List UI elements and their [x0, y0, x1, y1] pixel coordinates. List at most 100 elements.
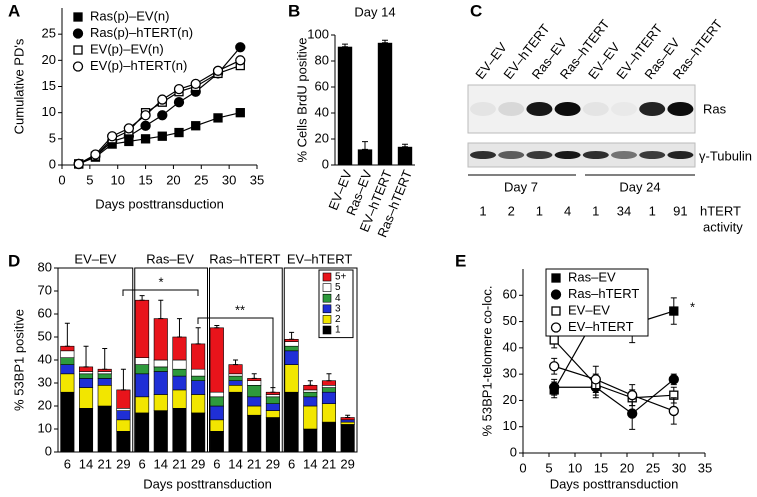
error-bar	[402, 143, 408, 148]
bar-segment	[284, 345, 299, 352]
bar-segment	[303, 389, 318, 393]
band	[582, 151, 609, 159]
bar-segment	[247, 380, 262, 386]
bar-segment	[247, 396, 262, 407]
series-line	[553, 339, 674, 399]
bar-segment	[79, 407, 94, 453]
x-tick-label: 25	[194, 172, 208, 187]
x-tick-label: 21	[322, 456, 336, 471]
bar-segment	[191, 368, 206, 377]
x-axis-label: Days posttransduction	[143, 476, 272, 491]
legend-label: EV–EV	[568, 302, 610, 317]
bar-segment	[116, 407, 131, 411]
bar-segment	[209, 430, 224, 453]
marker	[590, 374, 601, 385]
x-tick-label: 5	[86, 172, 93, 187]
bar-segment	[228, 373, 243, 377]
bar-segment	[284, 350, 299, 365]
bar-segment	[79, 378, 94, 388]
chart-title: Day 14	[354, 4, 395, 19]
bar-segment	[191, 412, 206, 453]
bar-segment	[172, 389, 187, 409]
y-tick-label: 30	[38, 374, 52, 389]
x-tick-label: 29	[116, 456, 130, 471]
marker	[549, 361, 560, 372]
band	[639, 151, 666, 159]
bar-segment	[79, 387, 94, 409]
activity-value: 4	[564, 203, 571, 218]
y-axis-label: Cumulative PD's	[11, 38, 26, 134]
marker	[173, 97, 185, 108]
error-bar	[342, 43, 348, 48]
error-bar	[345, 414, 351, 418]
band	[470, 151, 496, 159]
bar	[397, 146, 413, 165]
y-tick-label: 0	[322, 156, 329, 171]
y-tick-label: 5	[49, 130, 56, 145]
panel-label: B	[288, 1, 300, 20]
bar-segment	[79, 371, 94, 375]
y-tick-label: 40	[503, 339, 517, 354]
panel-label: D	[8, 251, 20, 270]
band	[667, 151, 694, 159]
bar-segment	[172, 336, 187, 361]
error-bar	[270, 387, 276, 393]
day-label: Day 24	[619, 179, 660, 194]
y-axis-label: % 53BP1-telomere co-loc.	[479, 285, 494, 436]
bar-segment	[303, 405, 318, 430]
marker	[235, 55, 246, 66]
bar-segment	[303, 396, 318, 407]
bar-segment	[228, 391, 243, 453]
error-bar	[83, 345, 89, 368]
bar-segment	[209, 396, 224, 407]
x-axis-label: Days posttransduction	[550, 476, 679, 491]
legend-label: Ras–hTERT	[568, 286, 639, 301]
x-tick-label: 6	[64, 456, 71, 471]
bar-segment	[97, 373, 112, 379]
bar-segment	[60, 345, 75, 352]
y-tick-label: 10	[38, 420, 52, 435]
bar-segment	[247, 405, 262, 416]
x-tick-label: 30	[672, 460, 686, 475]
bar-segment	[340, 421, 355, 425]
x-tick-label: 15	[138, 172, 152, 187]
marker	[157, 94, 168, 105]
day-label: Day 7	[504, 179, 538, 194]
bracket	[122, 289, 199, 296]
bar-segment	[97, 371, 112, 375]
bar-segment	[191, 343, 206, 370]
x-tick-label: 20	[620, 460, 634, 475]
activity-value: 1	[649, 203, 656, 218]
bar-segment	[265, 396, 280, 404]
bar-segment	[135, 412, 150, 453]
marker	[627, 390, 638, 401]
bar-segment	[340, 424, 355, 453]
bar-segment	[191, 375, 206, 382]
bar-segment	[116, 410, 131, 421]
x-tick-label: 35	[698, 460, 712, 475]
x-tick-label: 35	[250, 172, 264, 187]
marker	[627, 408, 638, 419]
y-tick-label: 80	[38, 259, 52, 274]
band	[667, 102, 694, 116]
y-tick-label: 60	[503, 287, 517, 302]
x-tick-label: 6	[138, 456, 145, 471]
legend-label: Ras–EV	[568, 269, 616, 284]
x-tick-label: 6	[288, 456, 295, 471]
marker	[73, 158, 84, 170]
bar-segment	[135, 396, 150, 414]
marker	[73, 12, 83, 22]
y-tick-label: 40	[38, 351, 52, 366]
band	[526, 151, 553, 159]
bar-segment	[303, 391, 318, 398]
y-tick-label: 25	[42, 26, 56, 41]
legend-label: Ras(p)–hTERT(n)	[90, 25, 193, 40]
bar-segment	[209, 419, 224, 432]
legend-swatch	[322, 315, 332, 324]
bar-segment	[79, 366, 94, 372]
y-tick-label: 20	[38, 397, 52, 412]
band	[611, 151, 637, 159]
x-tick-label: 29	[191, 456, 205, 471]
bar-segment	[60, 364, 75, 375]
marker	[140, 110, 151, 121]
